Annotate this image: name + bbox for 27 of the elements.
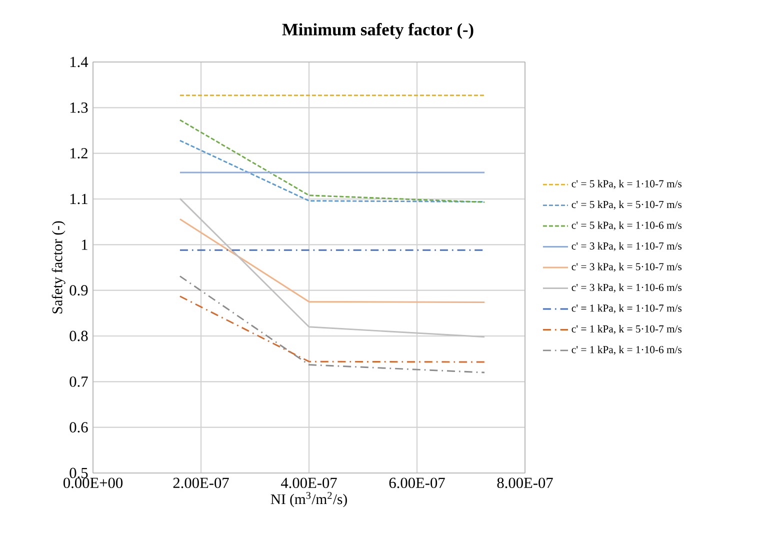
legend-label: c' = 1 kPa, k = 1·10-6 m/s bbox=[572, 346, 682, 355]
x-axis-title: NI (m$^{3}$/m$^{2}$/s) bbox=[270, 492, 347, 508]
x-tick-label: 2.00E-07 bbox=[173, 478, 229, 488]
y-tick-label: 0.7 bbox=[70, 376, 88, 387]
y-tick-label: 1.1 bbox=[70, 194, 88, 204]
y-tick-label: 0.8 bbox=[70, 330, 88, 342]
legend-label: c' = 5 kPa, k = 1·10-7 m/s bbox=[572, 180, 682, 189]
legend-label: c' = 1 kPa, k = 1·10-7 m/s bbox=[572, 304, 682, 314]
x-tick-label: 6.00E-07 bbox=[389, 478, 445, 488]
legend-label: c' = 3 kPa, k = 1·10-6 m/s bbox=[572, 284, 682, 293]
y-tick-label: 1.2 bbox=[70, 148, 88, 159]
y-axis-title: Safety factor (-) bbox=[52, 221, 66, 314]
y-tick-label: 0.6 bbox=[70, 422, 88, 433]
y-tick-label: 1 bbox=[82, 240, 88, 250]
y-tick-label: 1.4 bbox=[70, 56, 88, 68]
legend-label: c' = 3 kPa, k = 5·10-7 m/s bbox=[572, 262, 682, 272]
legend-label: c' = 3 kPa, k = 1·10-7 m/s bbox=[572, 242, 682, 252]
x-tick-label: 0.00E+00 bbox=[64, 478, 123, 488]
x-tick-label: 8.00E-07 bbox=[497, 478, 553, 488]
x-tick-label: 4.00E-07 bbox=[280, 478, 337, 488]
legend-label: c' = 5 kPa, k = 1·10-6 m/s bbox=[572, 221, 682, 230]
legend-label: c' = 1 kPa, k = 5·10-7 m/s bbox=[572, 325, 682, 334]
chart-title: Minimum safety factor (-) bbox=[282, 23, 474, 39]
legend-label: c' = 5 kPa, k = 5·10-7 m/s bbox=[572, 200, 682, 210]
y-tick-label: 0.5 bbox=[70, 468, 88, 478]
y-tick-label: 0.9 bbox=[70, 285, 88, 296]
y-tick-label: 1.3 bbox=[70, 102, 88, 113]
